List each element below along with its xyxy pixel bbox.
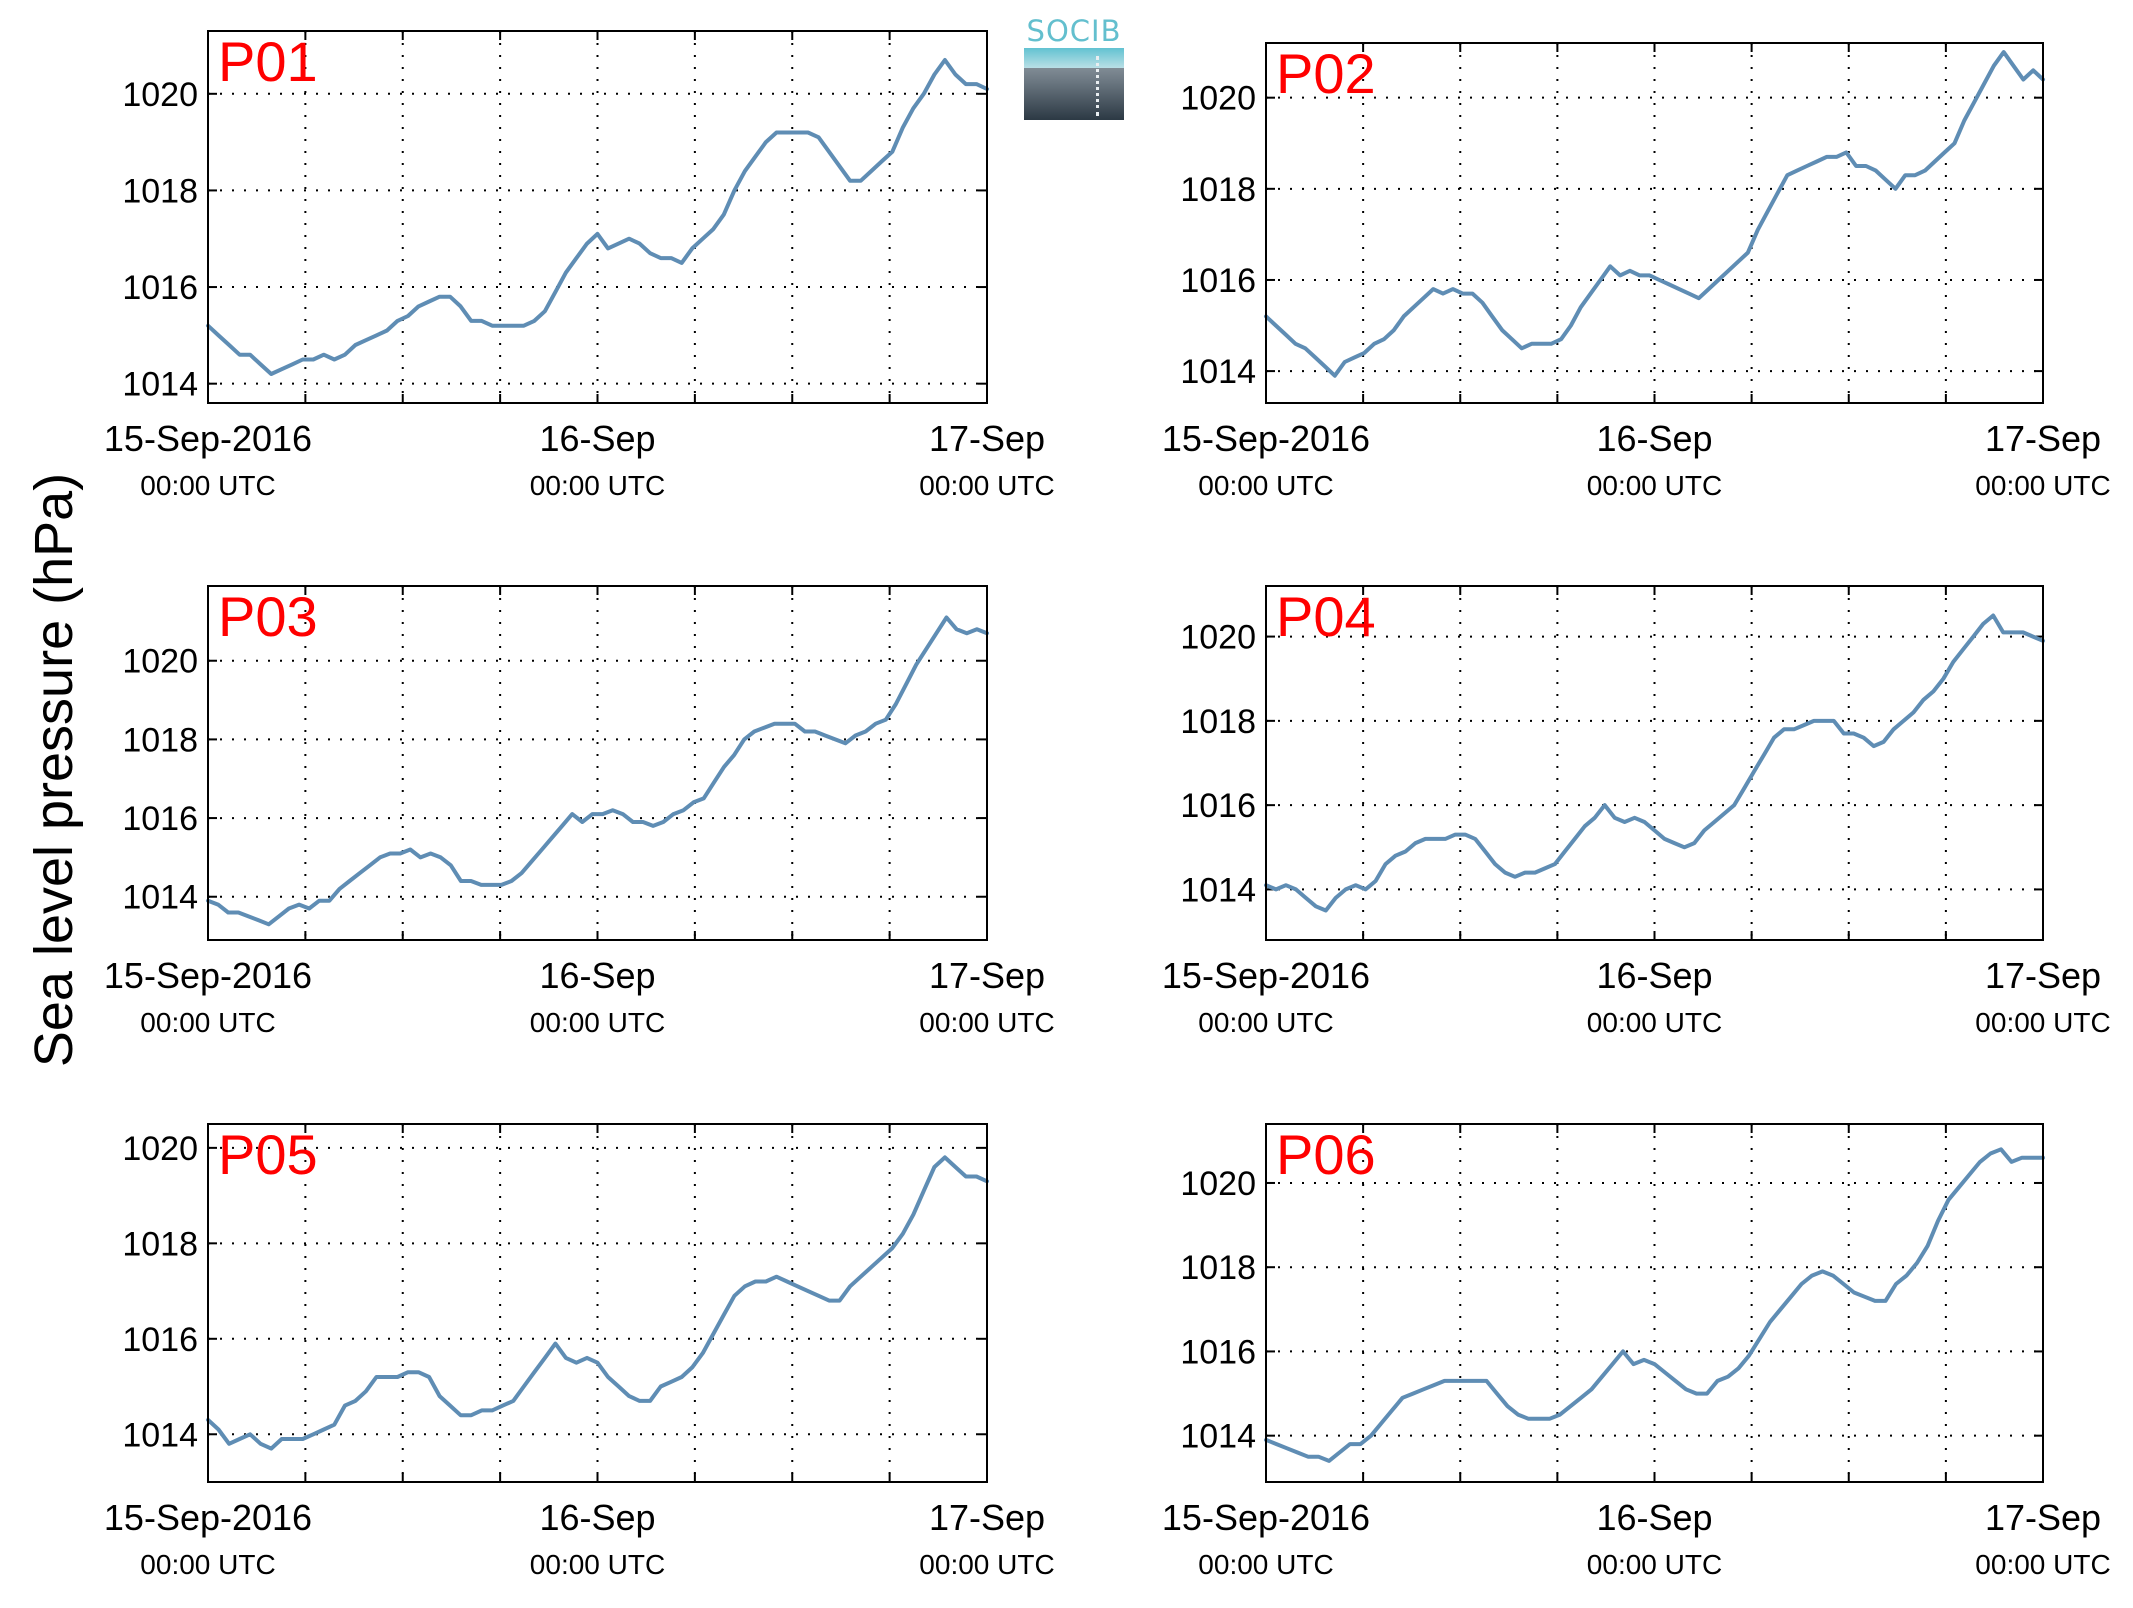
- x-tick-label-time: 00:00 UTC: [1198, 470, 1333, 501]
- panel-label: P06: [1276, 1123, 1376, 1186]
- panel-label: P01: [218, 30, 318, 93]
- pressure-series-line: [1264, 50, 2045, 378]
- plot-frame: [1265, 585, 2044, 941]
- pressure-series-line: [206, 615, 989, 927]
- panel-p06: 1014 1016 1018 1020 P06 15-Sep-2016 00:00 UTC 1…: [1162, 1123, 2111, 1580]
- x-tick-label-date: 15-Sep-2016: [1162, 955, 1370, 996]
- x-tick-label-time: 00:00 UTC: [919, 1549, 1054, 1580]
- y-tick-label: 1014: [122, 879, 198, 917]
- plot-frame: [1265, 42, 2044, 404]
- y-tick-label: 1020: [1180, 80, 1256, 118]
- y-tick-label: 1020: [122, 76, 198, 114]
- y-tick-label: 1016: [1180, 1333, 1256, 1371]
- y-tick-label: 1018: [1180, 171, 1256, 209]
- logo-text: SOCIB: [1026, 14, 1122, 48]
- x-tick-label-time: 00:00 UTC: [1198, 1007, 1333, 1038]
- pressure-series-line: [1264, 613, 2045, 913]
- x-tick-label-date: 17-Sep: [1985, 1497, 2101, 1538]
- x-tick-label-time: 00:00 UTC: [1975, 1549, 2110, 1580]
- x-tick-label-time: 00:00 UTC: [919, 1007, 1054, 1038]
- y-tick-label: 1016: [1180, 262, 1256, 300]
- y-tick-label: 1020: [1180, 619, 1256, 657]
- x-tick-label-time: 00:00 UTC: [1587, 1549, 1722, 1580]
- x-tick-label-time: 00:00 UTC: [530, 1549, 665, 1580]
- x-tick-label-date: 16-Sep: [1596, 1497, 1712, 1538]
- x-tick-label-time: 00:00 UTC: [1198, 1549, 1333, 1580]
- panel-label: P05: [218, 1123, 318, 1186]
- x-tick-label-date: 17-Sep: [1985, 418, 2101, 459]
- y-tick-label: 1020: [122, 643, 198, 681]
- x-tick-label-time: 00:00 UTC: [1587, 1007, 1722, 1038]
- y-tick-label: 1014: [1180, 871, 1256, 909]
- x-tick-label-date: 15-Sep-2016: [1162, 1497, 1370, 1538]
- panel-label: P03: [218, 585, 318, 648]
- x-tick-label-date: 17-Sep: [929, 1497, 1045, 1538]
- y-tick-label: 1018: [122, 172, 198, 210]
- x-tick-label-time: 00:00 UTC: [530, 1007, 665, 1038]
- x-tick-label-date: 15-Sep-2016: [104, 418, 312, 459]
- panel-p02: 1014 1016 1018 1020 P02 15-Sep-2016 00:00 UTC 1…: [1162, 42, 2111, 501]
- pressure-series-line: [206, 58, 989, 376]
- pressure-series-line: [206, 1155, 989, 1451]
- panel-p05: 1014 1016 1018 1020 P05 15-Sep-2016 00:00 UTC 1…: [104, 1123, 1055, 1580]
- plot-frame: [1265, 1123, 2044, 1483]
- x-tick-label-time: 00:00 UTC: [1587, 470, 1722, 501]
- panel-p04: 1014 1016 1018 1020 P04 15-Sep-2016 00:00 UTC 1…: [1162, 585, 2111, 1038]
- panel-label: P02: [1276, 42, 1376, 105]
- x-tick-label-time: 00:00 UTC: [140, 470, 275, 501]
- y-tick-label: 1014: [122, 1416, 198, 1454]
- x-tick-label-date: 17-Sep: [929, 955, 1045, 996]
- x-tick-label-time: 00:00 UTC: [530, 470, 665, 501]
- x-tick-label-date: 15-Sep-2016: [104, 955, 312, 996]
- y-tick-label: 1020: [1180, 1165, 1256, 1203]
- x-tick-label-date: 16-Sep: [539, 955, 655, 996]
- y-axis-label: Sea level pressure (hPa): [24, 473, 84, 1067]
- y-tick-label: 1018: [122, 1225, 198, 1263]
- x-tick-label-date: 16-Sep: [539, 1497, 655, 1538]
- x-tick-label-date: 17-Sep: [929, 418, 1045, 459]
- plot-frame: [207, 30, 988, 404]
- x-tick-label-date: 17-Sep: [1985, 955, 2101, 996]
- x-tick-label-time: 00:00 UTC: [140, 1549, 275, 1580]
- y-tick-label: 1018: [1180, 1249, 1256, 1287]
- plot-frame: [207, 585, 988, 941]
- y-tick-label: 1016: [122, 1321, 198, 1359]
- y-tick-label: 1016: [1180, 787, 1256, 825]
- plot-frame: [207, 1123, 988, 1483]
- y-tick-label: 1016: [122, 800, 198, 838]
- panel-p01: 1014 1016 1018 1020 P01 15-Sep-2016 00:00 UTC 1…: [104, 30, 1055, 501]
- logo-mark: [1024, 48, 1124, 120]
- x-tick-label-date: 15-Sep-2016: [104, 1497, 312, 1538]
- y-tick-label: 1020: [122, 1130, 198, 1168]
- pressure-series-line: [1264, 1147, 2045, 1463]
- panel-label: P04: [1276, 585, 1376, 648]
- x-tick-label-time: 00:00 UTC: [919, 470, 1054, 501]
- x-tick-label-date: 16-Sep: [539, 418, 655, 459]
- y-tick-label: 1018: [1180, 703, 1256, 741]
- y-tick-label: 1014: [122, 366, 198, 404]
- y-tick-label: 1018: [122, 721, 198, 759]
- x-tick-label-date: 15-Sep-2016: [1162, 418, 1370, 459]
- x-tick-label-time: 00:00 UTC: [140, 1007, 275, 1038]
- x-tick-label-time: 00:00 UTC: [1975, 1007, 2110, 1038]
- x-tick-label-date: 16-Sep: [1596, 955, 1712, 996]
- x-tick-label-time: 00:00 UTC: [1975, 470, 2110, 501]
- y-tick-label: 1014: [1180, 353, 1256, 391]
- y-tick-label: 1016: [122, 269, 198, 307]
- y-tick-label: 1014: [1180, 1418, 1256, 1456]
- x-tick-label-date: 16-Sep: [1596, 418, 1712, 459]
- panel-p03: 1014 1016 1018 1020 P03 15-Sep-2016 00:00 UTC 1…: [104, 585, 1055, 1038]
